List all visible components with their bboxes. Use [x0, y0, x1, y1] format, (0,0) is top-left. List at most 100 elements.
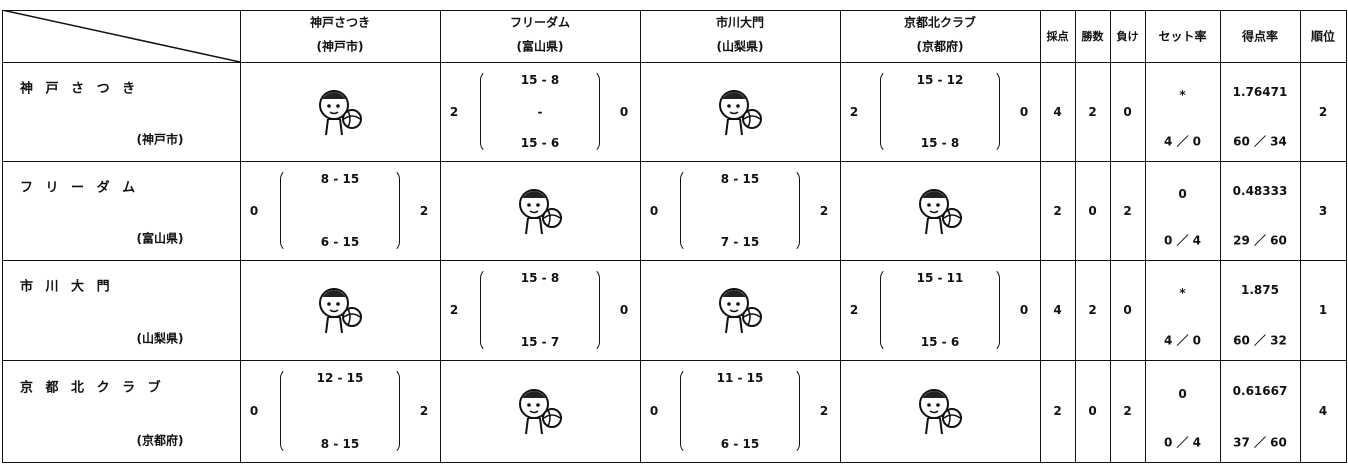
set-rate: *	[1179, 87, 1186, 102]
stat-header: 負け	[1116, 30, 1139, 43]
row-name: 神 戸 さ つ き	[20, 81, 140, 97]
stat-value: 2	[1088, 303, 1097, 317]
set-score: 6 - 15	[320, 235, 360, 249]
set-count: 0	[619, 104, 629, 119]
set-count: 2	[849, 303, 859, 317]
mascot-icon	[719, 89, 762, 136]
stat-header: 順位	[1310, 29, 1336, 44]
cell	[1300, 360, 1347, 463]
stat-header: 得点率	[1241, 29, 1279, 44]
score-bracket	[480, 268, 600, 352]
set-score: 15 - 8	[920, 136, 960, 150]
set-count: 2	[419, 203, 429, 218]
set-score: 15 - 6	[920, 335, 960, 349]
set-rate: *	[1179, 286, 1186, 300]
mascot-icon	[719, 288, 762, 334]
score-bracket	[680, 368, 800, 454]
row-name: 京 都 北 ク ラ ブ	[20, 380, 165, 395]
row-city: (神戸市)	[136, 132, 184, 147]
set-count: 2	[449, 104, 459, 119]
rank: 4	[1318, 404, 1328, 418]
row-city: (京都府)	[136, 433, 184, 448]
set-ratio: 0 ／ 4	[1163, 233, 1202, 248]
stat-value: 4	[1053, 303, 1062, 317]
column-name: フリーダム	[509, 15, 571, 30]
column-city: (神戸市)	[316, 39, 364, 54]
rank: 2	[1318, 104, 1328, 119]
stat-value: 2	[1053, 203, 1062, 218]
stat-value: 0	[1088, 404, 1097, 418]
stat-value: 2	[1088, 104, 1097, 119]
set-score: 15 - 8	[520, 271, 560, 285]
score-rate: 0.61667	[1232, 383, 1288, 398]
set-count: 0	[649, 404, 659, 418]
score-bracket	[880, 268, 1000, 352]
stat-value: 2	[1123, 404, 1132, 418]
set-divider: -	[537, 104, 543, 119]
score-bracket	[880, 70, 1000, 153]
set-count: 2	[449, 303, 459, 317]
set-ratio: 0 ／ 4	[1163, 435, 1202, 450]
stat-value: 0	[1123, 104, 1132, 119]
stat-header: 採点	[1046, 30, 1069, 43]
row-name: 市 川 大 門	[20, 279, 114, 295]
set-score: 15 - 11	[916, 271, 964, 285]
column-city: (京都府)	[916, 39, 964, 54]
set-count: 2	[849, 104, 859, 119]
score-bracket	[280, 169, 400, 252]
mascot-icon	[519, 188, 562, 235]
mascot-icon	[319, 288, 362, 334]
score-bracket	[280, 368, 400, 454]
set-ratio: 4 ／ 0	[1163, 333, 1202, 348]
set-score: 7 - 15	[720, 235, 760, 249]
column-city: (富山県)	[516, 39, 564, 54]
set-count: 2	[419, 404, 429, 418]
set-ratio: 4 ／ 0	[1163, 134, 1202, 149]
column-city: (山梨県)	[716, 39, 764, 54]
set-count: 0	[249, 203, 259, 218]
stat-value: 4	[1053, 104, 1062, 119]
stat-value: 2	[1123, 203, 1132, 218]
set-count: 0	[249, 404, 259, 418]
set-count: 0	[1019, 303, 1029, 317]
set-count: 2	[819, 404, 829, 418]
column-name: 京都北クラブ	[903, 15, 977, 30]
score-rate: 1.875	[1241, 283, 1279, 297]
stat-value: 2	[1053, 404, 1062, 418]
set-count: 2	[819, 203, 829, 218]
set-count: 0	[1019, 104, 1029, 119]
score-ratio: 60 ／ 32	[1233, 333, 1287, 348]
set-score: 11 - 15	[716, 371, 764, 385]
mascot-icon	[519, 389, 562, 435]
score-bracket	[480, 70, 600, 153]
rank: 1	[1318, 303, 1328, 317]
set-score: 8 - 15	[320, 437, 360, 451]
stat-header: 勝数	[1081, 30, 1104, 43]
corner-diagonal	[2, 10, 240, 62]
set-count: 0	[649, 203, 659, 218]
score-rate: 0.48333	[1232, 183, 1288, 198]
column-name: 市川大門	[715, 15, 765, 30]
row-city: (山梨県)	[136, 331, 184, 346]
mascot-icon	[919, 188, 962, 235]
score-bracket	[680, 169, 800, 252]
stat-value: 0	[1088, 203, 1097, 218]
score-rate: 1.76471	[1232, 84, 1288, 99]
stat-header: セット率	[1158, 29, 1207, 44]
row-city: (富山県)	[136, 231, 184, 246]
set-score: 8 - 15	[720, 172, 760, 186]
score-ratio: 37 ／ 60	[1233, 435, 1287, 450]
column-name: 神戸さつき	[309, 15, 371, 30]
mascot-icon	[319, 89, 362, 136]
set-score: 6 - 15	[720, 437, 760, 451]
set-score: 15 - 7	[520, 335, 560, 349]
set-rate: 0	[1178, 186, 1187, 201]
set-score: 12 - 15	[316, 371, 364, 385]
score-ratio: 60 ／ 34	[1233, 134, 1287, 149]
set-count: 0	[619, 303, 629, 317]
mascot-icon	[919, 389, 962, 435]
rank: 3	[1318, 203, 1328, 218]
score-ratio: 29 ／ 60	[1233, 233, 1287, 248]
stat-value: 0	[1123, 303, 1132, 317]
